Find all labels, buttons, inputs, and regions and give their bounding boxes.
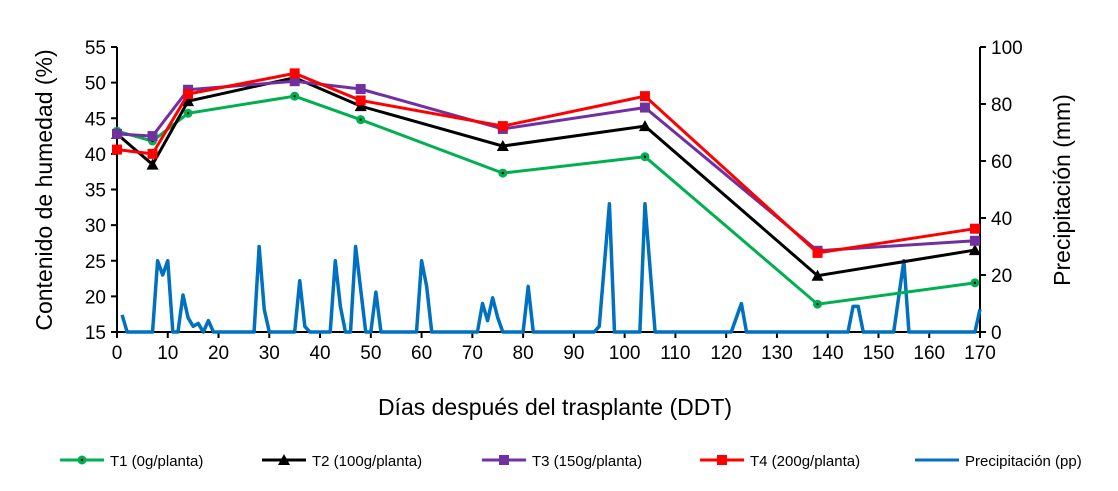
- series-line-t1: [116, 94, 976, 306]
- legend-label: T2 (100g/planta): [312, 453, 422, 470]
- data-point-t1-center: [359, 118, 362, 121]
- data-point-t4: [639, 91, 650, 102]
- y-tick-label: 30: [85, 216, 106, 237]
- legend-marker-center: [80, 458, 84, 462]
- x-tick-label: 30: [259, 343, 280, 364]
- x-axis-title: Días después del trasplante (DDT): [378, 394, 732, 420]
- legend-marker: [717, 455, 727, 465]
- data-point-t1-center: [973, 281, 977, 285]
- y-tick-label: 50: [85, 74, 106, 95]
- legend-label: T1 (0g/planta): [110, 453, 203, 470]
- data-point-t1-center: [293, 94, 296, 98]
- x-tick-label: 100: [609, 343, 641, 364]
- y2-tick-label: 0: [991, 323, 1002, 344]
- legend-label: T4 (200g/planta): [750, 453, 860, 470]
- x-tick-label: 80: [513, 343, 534, 364]
- y2-tick-label: 40: [991, 209, 1012, 230]
- data-point-t4: [969, 223, 980, 234]
- data-point-t2: [182, 95, 195, 107]
- x-tick-label: 150: [863, 343, 895, 364]
- y2-tick-label: 80: [991, 95, 1012, 116]
- y-axis-title: Contenido de humedad (%): [31, 49, 57, 330]
- data-point-t3: [147, 131, 158, 142]
- data-point-t4: [147, 148, 158, 159]
- y2-axis-title: Precipitación (mm): [1049, 94, 1075, 286]
- data-point-t3: [969, 235, 980, 246]
- legend-label: Precipitación (pp): [965, 453, 1082, 470]
- x-tick-label: 140: [812, 343, 844, 364]
- data-point-t2: [146, 158, 159, 170]
- series-line-t3: [116, 79, 976, 253]
- legend-label: T3 (150g/planta): [532, 453, 642, 470]
- data-point-t3: [112, 128, 122, 139]
- data-point-t4: [112, 144, 122, 155]
- y2-tick-label: 100: [991, 38, 1023, 59]
- data-point-t1-center: [501, 171, 505, 175]
- y-tick-label: 35: [85, 181, 106, 202]
- x-tick-label: 130: [761, 343, 793, 364]
- data-point-t3: [355, 84, 366, 95]
- x-tick-label: 0: [112, 343, 123, 364]
- x-tick-label: 170: [964, 343, 996, 364]
- y2-tick-label: 20: [991, 266, 1012, 287]
- data-point-t4: [355, 95, 366, 106]
- y2-tick-label: 60: [991, 152, 1012, 173]
- data-point-t4: [289, 68, 300, 79]
- y-tick-label: 40: [85, 145, 106, 166]
- x-tick-label: 160: [913, 343, 945, 364]
- data-point-t4: [183, 89, 194, 100]
- legend-marker: [278, 454, 290, 465]
- legend-marker: [499, 455, 509, 465]
- data-point-t1-center: [816, 303, 819, 306]
- data-point-t2: [496, 140, 509, 152]
- y-tick-label: 15: [85, 323, 106, 344]
- x-tick-label: 10: [157, 343, 178, 364]
- x-tick-label: 50: [360, 343, 381, 364]
- data-point-t2: [968, 244, 981, 256]
- series-line-t4: [116, 71, 976, 255]
- x-tick-label: 120: [710, 343, 742, 364]
- data-point-t3: [289, 76, 300, 87]
- data-point-t2: [638, 120, 651, 132]
- data-point-t3: [639, 102, 650, 113]
- data-point-t4: [812, 247, 823, 258]
- x-tick-label: 20: [208, 343, 229, 364]
- y-tick-label: 55: [85, 38, 106, 59]
- data-point-t4: [497, 121, 508, 132]
- series-line-t2: [116, 76, 976, 278]
- x-tick-label: 90: [563, 343, 584, 364]
- data-point-t2: [354, 100, 367, 112]
- x-tick-label: 110: [660, 343, 690, 364]
- y-tick-label: 20: [85, 287, 106, 308]
- data-point-t1-center: [643, 155, 647, 158]
- y-tick-label: 45: [85, 109, 106, 130]
- precipitation-line: [120, 202, 982, 334]
- x-tick-label: 70: [462, 343, 483, 364]
- x-tick-label: 40: [309, 343, 330, 364]
- y-tick-label: 25: [85, 252, 106, 273]
- data-point-t1-center: [186, 112, 190, 115]
- data-point-t2: [811, 269, 824, 281]
- x-tick-label: 60: [411, 343, 432, 364]
